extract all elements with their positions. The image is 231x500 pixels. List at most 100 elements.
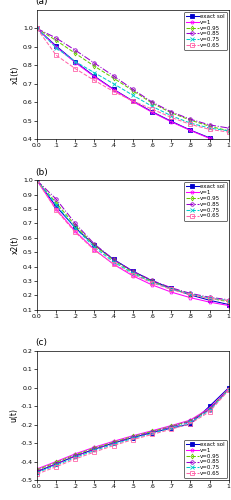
v=0.85 <box>131 86 134 92</box>
v=1 <box>170 422 173 428</box>
v=0.95 <box>112 258 115 264</box>
v=0.65 <box>74 456 77 462</box>
v=1 <box>227 142 230 148</box>
v=1 <box>93 74 96 80</box>
v=0.85 <box>112 73 115 79</box>
v=0.75 <box>55 202 58 207</box>
v=0.95 <box>112 439 115 445</box>
v=0.95 <box>227 386 230 392</box>
v=1 <box>55 458 58 464</box>
v=0.85 <box>151 99 153 105</box>
exact sol <box>112 86 115 92</box>
Line: exact sol: exact sol <box>35 26 231 147</box>
v=0.75 <box>131 92 134 98</box>
exact sol <box>170 118 173 124</box>
v=0.85 <box>112 440 115 446</box>
v=0.65 <box>55 207 58 213</box>
v=1 <box>208 299 211 305</box>
Legend: exact sol, v=1, v=0.95, v=0.85, v=0.75, v=0.65: exact sol, v=1, v=0.95, v=0.85, v=0.75, … <box>184 440 227 478</box>
v=1 <box>189 417 192 423</box>
v=0.85 <box>74 220 77 226</box>
v=0.75 <box>36 470 38 476</box>
Line: v=0.85: v=0.85 <box>35 388 231 473</box>
Legend: exact sol, v=1, v=0.95, v=0.85, v=0.75, v=0.65: exact sol, v=1, v=0.95, v=0.85, v=0.75, … <box>184 12 227 51</box>
v=0.75 <box>74 225 77 231</box>
v=0.75 <box>208 125 211 131</box>
Line: v=0.95: v=0.95 <box>35 178 231 304</box>
v=0.75 <box>74 58 77 64</box>
exact sol <box>55 204 58 210</box>
v=1 <box>55 44 58 50</box>
v=0.95 <box>131 88 134 94</box>
v=0.85 <box>36 26 38 32</box>
v=0.65 <box>227 387 230 393</box>
v=0.95 <box>208 296 211 302</box>
v=0.85 <box>189 290 192 296</box>
exact sol <box>55 461 58 467</box>
v=1 <box>189 128 192 134</box>
v=0.75 <box>208 295 211 301</box>
v=0.95 <box>36 26 38 32</box>
v=0.95 <box>36 467 38 473</box>
v=0.85 <box>112 256 115 262</box>
v=1 <box>208 136 211 141</box>
v=0.85 <box>227 125 230 131</box>
exact sol <box>112 256 115 262</box>
exact sol <box>227 385 230 391</box>
v=0.95 <box>93 445 96 451</box>
v=0.75 <box>189 120 192 126</box>
v=0.85 <box>170 424 173 430</box>
v=0.75 <box>208 408 211 414</box>
Line: v=0.85: v=0.85 <box>35 178 231 302</box>
v=0.85 <box>93 241 96 247</box>
v=0.75 <box>227 128 230 134</box>
v=0.65 <box>131 98 134 104</box>
v=0.95 <box>170 110 173 116</box>
v=0.65 <box>208 409 211 415</box>
Line: v=0.95: v=0.95 <box>35 388 231 471</box>
v=0.85 <box>208 294 211 300</box>
v=1 <box>74 451 77 457</box>
v=1 <box>131 98 134 104</box>
v=0.75 <box>227 387 230 393</box>
v=0.65 <box>170 114 173 120</box>
v=0.95 <box>131 434 134 440</box>
v=0.65 <box>227 129 230 135</box>
v=1 <box>208 405 211 411</box>
exact sol <box>74 59 77 65</box>
exact sol <box>55 43 58 49</box>
exact sol <box>151 108 153 114</box>
v=1 <box>227 302 230 308</box>
v=0.85 <box>151 278 153 283</box>
v=0.85 <box>55 196 58 202</box>
exact sol <box>112 440 115 446</box>
v=0.95 <box>151 100 153 106</box>
v=1 <box>74 60 77 66</box>
exact sol <box>93 73 96 79</box>
v=0.65 <box>55 464 58 469</box>
exact sol <box>189 127 192 133</box>
v=0.85 <box>36 178 38 184</box>
v=0.95 <box>55 460 58 466</box>
v=0.95 <box>74 222 77 228</box>
v=0.85 <box>131 268 134 274</box>
v=0.75 <box>151 430 153 436</box>
Line: v=0.65: v=0.65 <box>35 388 231 476</box>
v=0.65 <box>151 106 153 112</box>
v=1 <box>93 444 96 450</box>
exact sol <box>36 26 38 32</box>
exact sol <box>170 286 173 292</box>
v=0.75 <box>227 298 230 304</box>
v=0.65 <box>93 247 96 253</box>
v=0.85 <box>74 47 77 53</box>
v=0.75 <box>170 425 173 431</box>
exact sol <box>36 468 38 474</box>
exact sol <box>189 292 192 298</box>
v=0.95 <box>74 50 77 56</box>
Text: (a): (a) <box>35 0 48 6</box>
v=0.95 <box>131 270 134 276</box>
Line: v=0.85: v=0.85 <box>35 26 231 130</box>
v=1 <box>131 273 134 279</box>
v=0.85 <box>74 453 77 459</box>
Text: (b): (b) <box>35 168 48 176</box>
